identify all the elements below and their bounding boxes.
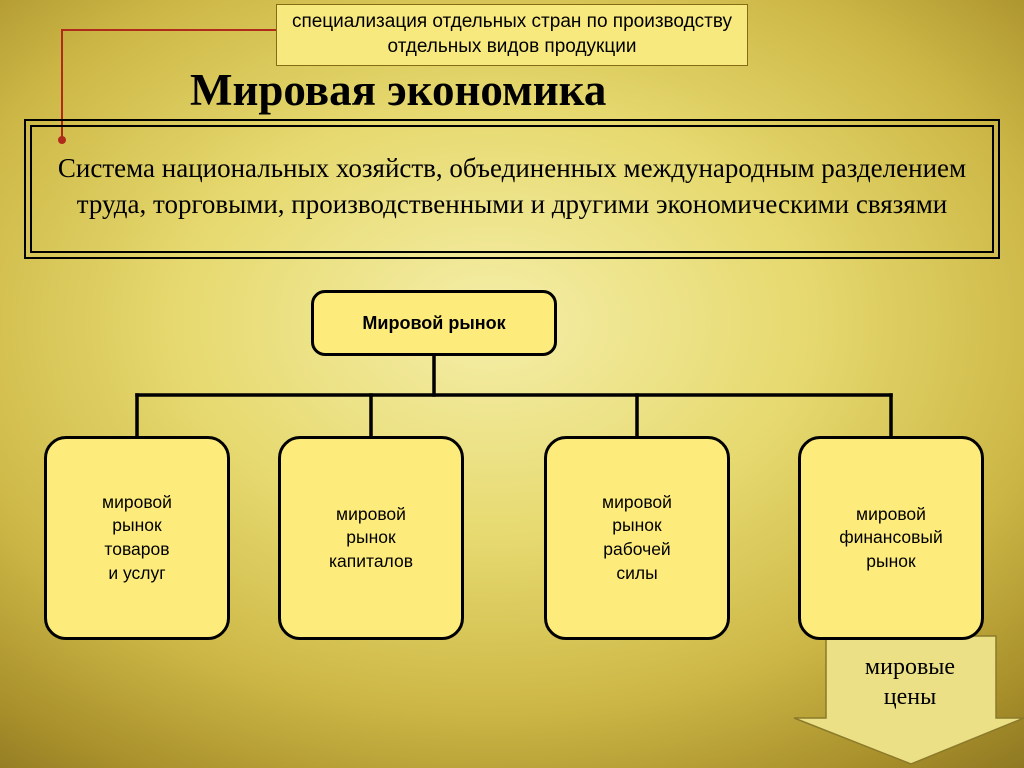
callout-text: специализация отдельных стран по произво…	[287, 10, 737, 59]
tree-leaf-label: мировой рынок капиталов	[329, 503, 413, 574]
tree-leaf-node: мировой рынок капиталов	[278, 436, 464, 640]
definition-box: Система национальных хозяйств, объединен…	[24, 119, 1000, 259]
tree-leaf-node: мировой рынок товаров и услуг	[44, 436, 230, 640]
tree-root-node: Мировой рынок	[311, 290, 557, 356]
tree-leaf-label: мировой рынок товаров и услуг	[102, 491, 172, 586]
tree-root-label: Мировой рынок	[362, 313, 505, 334]
definition-text: Система национальных хозяйств, объединен…	[48, 151, 976, 222]
callout-box: специализация отдельных стран по произво…	[276, 4, 748, 66]
definition-inner: Система национальных хозяйств, объединен…	[30, 125, 994, 253]
tree-leaf-node: мировой рынок рабочей силы	[544, 436, 730, 640]
arrow-label: мировые цены	[845, 652, 975, 712]
page-title: Мировая экономика	[190, 64, 606, 116]
tree-leaf-node: мировой финансовый рынок	[798, 436, 984, 640]
tree-leaf-label: мировой финансовый рынок	[839, 503, 943, 574]
tree-leaf-label: мировой рынок рабочей силы	[602, 491, 672, 586]
